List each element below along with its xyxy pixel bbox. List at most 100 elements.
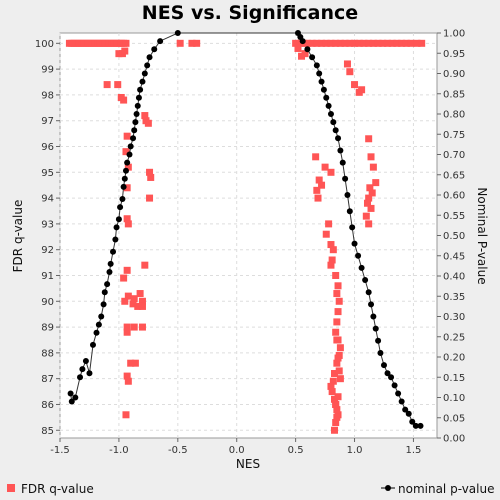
nominal-point — [86, 370, 93, 377]
fdr-point — [292, 39, 300, 47]
fdr-point — [331, 395, 339, 403]
fdr-point — [369, 163, 377, 171]
fdr-point — [362, 212, 370, 220]
nominal-point — [122, 167, 129, 174]
fdr-point — [141, 261, 149, 269]
fdr-point — [121, 47, 129, 55]
nominal-point — [325, 102, 332, 109]
fdr-point — [122, 411, 130, 419]
x-tick-label: -0.5 — [168, 445, 188, 456]
fdr-point — [123, 215, 131, 223]
nominal-point — [405, 410, 412, 417]
y2-tick-label: 0.30 — [443, 312, 465, 323]
nominal-point — [335, 135, 342, 142]
fdr-point — [124, 220, 132, 228]
nominal-point — [398, 398, 405, 405]
fdr-point — [144, 119, 152, 127]
y-tick-label: 95 — [41, 168, 54, 179]
fdr-point — [129, 300, 137, 308]
fdr-point — [333, 336, 341, 344]
y2-tick-label: 0.10 — [443, 393, 465, 404]
nominal-point — [93, 329, 100, 336]
fdr-point — [335, 367, 343, 375]
y-tick-label: 89 — [41, 323, 54, 334]
nominal-point — [101, 289, 108, 296]
fdr-point — [147, 173, 155, 181]
fdr-point — [122, 39, 130, 47]
fdr-point — [355, 39, 363, 47]
fdr-point — [131, 359, 139, 367]
y-tick-label: 97 — [41, 116, 54, 127]
nominal-point — [332, 127, 339, 134]
fdr-point — [407, 39, 415, 47]
fdr-point — [336, 39, 344, 47]
nominal-point — [380, 362, 387, 369]
nominal-point — [362, 277, 369, 284]
fdr-point — [365, 220, 373, 228]
fdr-point — [146, 168, 154, 176]
fdr-point — [318, 181, 326, 189]
nominal-point — [417, 422, 424, 429]
nominal-point — [337, 147, 344, 154]
fdr-point — [351, 81, 359, 89]
nominal-point — [320, 86, 327, 93]
fdr-point — [123, 184, 131, 192]
nominal-point — [120, 183, 127, 190]
nominal-point — [309, 54, 316, 61]
fdr-point — [115, 50, 123, 58]
fdr-point — [365, 194, 373, 202]
fdr-point — [121, 297, 129, 305]
nominal-point — [323, 94, 330, 101]
fdr-point — [325, 220, 333, 228]
fdr-point — [332, 419, 340, 427]
fdr-point — [335, 297, 343, 305]
fdr-point — [366, 184, 374, 192]
nominal-point — [115, 216, 122, 223]
fdr-point — [124, 292, 132, 300]
legend-fdr-swatch — [7, 484, 15, 492]
nominal-point — [130, 135, 137, 142]
nominal-point — [89, 341, 96, 348]
fdr-point — [313, 186, 321, 194]
nominal-point — [395, 390, 402, 397]
nominal-point — [355, 252, 362, 259]
legend-fdr-label: FDR q-value — [21, 482, 94, 496]
fdr-point — [123, 323, 131, 331]
x-tick-label: -1.0 — [109, 445, 129, 456]
fdr-point — [138, 297, 146, 305]
y2-tick-label: 0.85 — [443, 89, 465, 100]
fdr-point — [134, 302, 142, 310]
nominal-point — [365, 289, 372, 296]
y2-tick-label: 0.00 — [443, 434, 465, 445]
legend-nominal-marker — [385, 485, 391, 491]
fdr-point — [332, 400, 340, 408]
plot-area — [59, 32, 438, 439]
nominal-point — [132, 119, 139, 126]
y2-tick-label: 0.95 — [443, 49, 465, 60]
fdr-point — [123, 266, 131, 274]
fdr-point — [315, 176, 323, 184]
fdr-point — [365, 135, 373, 143]
fdr-point — [176, 39, 184, 47]
legend: FDR q-value nominal p-value — [7, 482, 494, 496]
fdr-point — [138, 302, 146, 310]
fdr-point — [334, 354, 342, 362]
y-tick-label: 96 — [41, 142, 54, 153]
fdr-point — [334, 308, 342, 316]
nominal-point — [72, 394, 79, 401]
nominal-point — [377, 349, 384, 356]
y2-tick-label: 0.20 — [443, 353, 465, 364]
fdr-point — [321, 163, 329, 171]
y2-axis-label: Nominal P-value — [475, 187, 489, 284]
fdr-point — [384, 39, 392, 47]
nominal-point — [368, 301, 375, 308]
fdr-point — [329, 377, 337, 385]
fdr-point — [333, 290, 341, 298]
y2-tick-label: 0.75 — [443, 130, 465, 141]
fdr-point — [329, 246, 337, 254]
y2-tick-label: 0.35 — [443, 292, 465, 303]
nominal-point — [121, 175, 128, 182]
fdr-point — [346, 68, 354, 76]
fdr-point — [120, 274, 128, 282]
